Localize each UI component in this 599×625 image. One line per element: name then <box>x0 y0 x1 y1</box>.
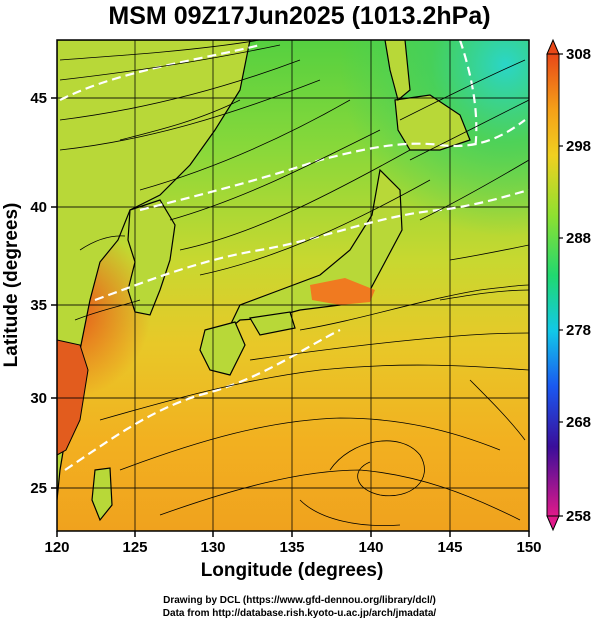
graticule <box>57 40 529 531</box>
colorbar-body <box>546 53 560 517</box>
kyushu <box>199 321 246 376</box>
colorbar-label: 258 <box>566 508 591 525</box>
korean-peninsula <box>127 199 176 316</box>
colorbar-label: 308 <box>566 46 591 63</box>
y-tick-label: 30 <box>30 390 47 407</box>
y-axis-label: Latitude (degrees) <box>1 203 22 368</box>
colorbar-label: 288 <box>566 230 591 247</box>
y-tick-labels: 25 30 35 40 45 <box>30 90 47 497</box>
streamlines <box>59 40 529 526</box>
colorbar-top-arrow <box>546 38 560 55</box>
x-tick-label: 130 <box>200 539 225 556</box>
y-tick-label: 25 <box>30 480 47 497</box>
x-tick-label: 135 <box>279 539 304 556</box>
x-tick-label: 140 <box>358 539 383 556</box>
tick-marks <box>51 97 530 537</box>
west-warm-coast <box>57 339 89 456</box>
x-tick-label: 120 <box>44 539 69 556</box>
map-plot-area <box>57 40 529 531</box>
colorbar-label: 268 <box>566 414 591 431</box>
y-tick-label: 35 <box>30 297 47 314</box>
colorbar-bottom-arrow <box>546 515 560 532</box>
shikoku <box>249 311 296 336</box>
x-axis-label: Longitude (degrees) <box>201 560 384 581</box>
colorbar-label: 298 <box>566 138 591 155</box>
taiwan <box>91 467 113 522</box>
colorbar-label: 278 <box>566 322 591 339</box>
sakhalin <box>384 40 411 102</box>
credits: Drawing by DCL (https://www.gfd-dennou.o… <box>0 594 599 620</box>
x-tick-labels: 120 125 130 135 140 145 150 <box>44 539 541 556</box>
x-tick-label: 145 <box>437 539 462 556</box>
credit-line-data: Data from http://database.rish.kyoto-u.a… <box>162 608 437 619</box>
y-tick-label: 45 <box>30 90 47 107</box>
warm-kinki-region <box>310 278 375 305</box>
x-tick-label: 150 <box>516 539 541 556</box>
chart-title: MSM 09Z17Jun2025 (1013.2hPa) <box>108 2 491 30</box>
y-tick-label: 40 <box>30 199 47 216</box>
credit-line-dcl: Drawing by DCL (https://www.gfd-dennou.o… <box>163 595 436 606</box>
colorbar: 308 298 288 278 268 258 <box>546 38 591 532</box>
x-tick-label: 125 <box>122 539 147 556</box>
plot-frame <box>56 39 530 532</box>
